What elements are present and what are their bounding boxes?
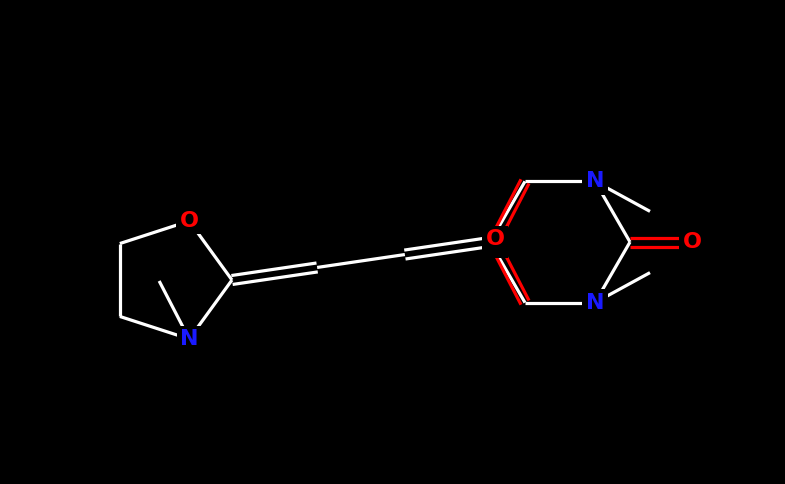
Text: O: O (485, 229, 505, 249)
Text: O: O (682, 232, 702, 252)
Text: O: O (485, 235, 505, 255)
Text: N: N (586, 171, 604, 191)
Text: O: O (180, 211, 199, 231)
Text: N: N (586, 293, 604, 313)
Text: N: N (180, 329, 199, 349)
